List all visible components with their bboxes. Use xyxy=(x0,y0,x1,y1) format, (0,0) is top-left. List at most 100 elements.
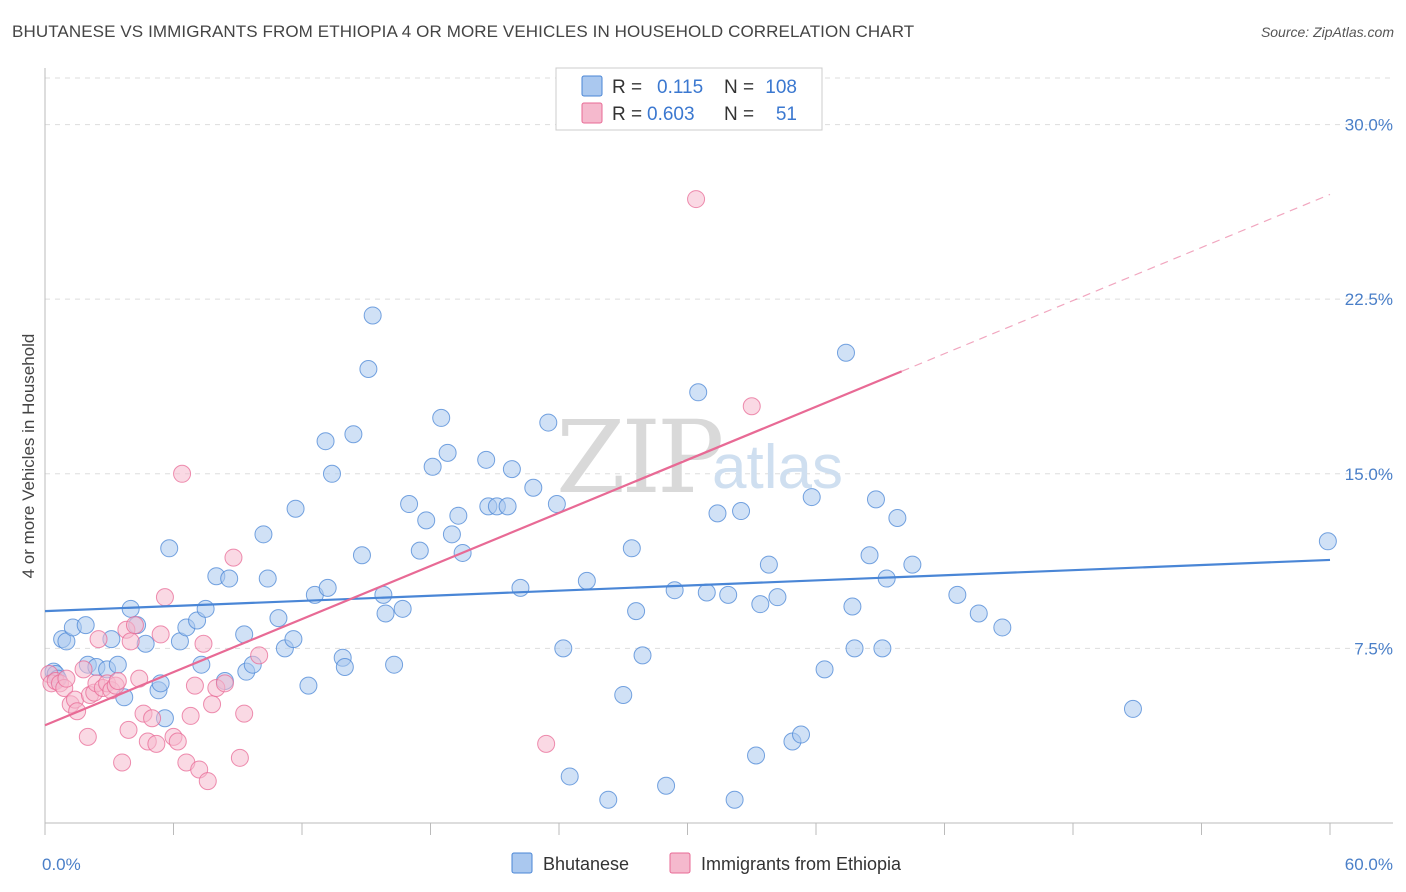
bhutanese-point-55 xyxy=(423,457,442,476)
ethiopia-point-19 xyxy=(113,753,132,772)
ethiopia-point-5 xyxy=(57,669,76,688)
bottom-legend-bhutanese: Bhutanese xyxy=(543,854,629,874)
ethiopia-point-13 xyxy=(89,630,108,649)
y-tick-label-2: 22.5% xyxy=(1345,290,1393,309)
bhutanese-point-51 xyxy=(393,599,412,618)
bhutanese-point-81 xyxy=(697,583,716,602)
legend-r-value-1: 0.115 xyxy=(657,77,703,98)
bhutanese-point-69 xyxy=(547,495,566,514)
legend-r-label-1: R = xyxy=(612,77,642,98)
bhutanese-point-35 xyxy=(284,630,303,649)
y-tick-label-0: 7.5% xyxy=(1354,639,1393,658)
legend-n-value-1: 108 xyxy=(765,77,797,98)
bhutanese-point-97 xyxy=(860,546,879,565)
y-tick-labels: 7.5% 15.0% 22.5% 30.0% xyxy=(1345,116,1393,659)
bhutanese-point-61 xyxy=(477,450,496,469)
ethiopia-point-42 xyxy=(215,674,234,693)
bhutanese-point-66 xyxy=(511,578,530,597)
bhutanese-point-75 xyxy=(622,539,641,558)
bhutanese-point-32 xyxy=(258,569,277,588)
bhutanese-point-102 xyxy=(903,555,922,574)
bhutanese-point-46 xyxy=(359,360,378,379)
bhutanese-point-37 xyxy=(299,676,318,695)
bhutanese-point-74 xyxy=(614,685,633,704)
bhutanese-point-88 xyxy=(759,555,778,574)
bhutanese-point-65 xyxy=(502,460,521,479)
bhutanese-point-59 xyxy=(449,506,468,525)
ethiopia-trend-extension xyxy=(901,193,1331,372)
ethiopia-point-22 xyxy=(121,632,140,651)
bhutanese-point-19 xyxy=(160,539,179,558)
bhutanese-point-47 xyxy=(363,306,382,325)
bottom-legend-swatch-pink xyxy=(669,852,691,874)
bhutanese-point-11 xyxy=(108,655,127,674)
bhutanese-point-95 xyxy=(843,597,862,616)
trend-lines xyxy=(44,193,1331,727)
bhutanese-point-73 xyxy=(599,790,618,809)
ethiopia-point-18 xyxy=(108,671,127,690)
bhutanese-point-82 xyxy=(708,504,727,523)
y-tick-label-3: 30.0% xyxy=(1345,116,1393,135)
bhutanese-point-101 xyxy=(888,509,907,528)
bhutanese-point-85 xyxy=(732,502,751,521)
bhutanese-point-80 xyxy=(689,383,708,402)
bhutanese-point-96 xyxy=(845,639,864,658)
legend-n-label-1: N = xyxy=(724,77,754,98)
y-axis-label: 4 or more Vehicles in Household xyxy=(19,334,38,579)
ethiopia-trend-line xyxy=(44,370,903,727)
bhutanese-point-36 xyxy=(286,499,305,518)
legend-swatch-pink xyxy=(581,102,603,124)
legend-r-value-2: 0.603 xyxy=(647,104,695,125)
ethiopia-point-50 xyxy=(78,727,97,746)
bhutanese-point-79 xyxy=(665,581,684,600)
ethiopia-point-36 xyxy=(185,676,204,695)
bhutanese-point-78 xyxy=(657,776,676,795)
bhutanese-point-89 xyxy=(768,588,787,607)
ethiopia-point-35 xyxy=(181,706,200,725)
bhutanese-point-15 xyxy=(136,634,155,653)
legend-box: R = 0.115 N = 108 R = 0.603 N = 51 xyxy=(555,67,823,131)
bhutanese-point-58 xyxy=(442,525,461,544)
axes xyxy=(44,68,1393,835)
bhutanese-point-33 xyxy=(269,609,288,628)
ethiopia-point-28 xyxy=(147,734,166,753)
bhutanese-point-76 xyxy=(627,602,646,621)
ethiopia-point-27 xyxy=(143,709,162,728)
legend-n-value-2: 51 xyxy=(776,104,797,125)
bhutanese-point-49 xyxy=(376,604,395,623)
bhutanese-point-107 xyxy=(1318,532,1337,551)
bhutanese-point-72 xyxy=(577,571,596,590)
bhutanese-point-91 xyxy=(792,725,811,744)
x-tick-label-min: 0.0% xyxy=(42,855,81,874)
bhutanese-point-67 xyxy=(524,478,543,497)
y-tick-label-1: 15.0% xyxy=(1345,465,1393,484)
bhutanese-point-45 xyxy=(352,546,371,565)
ethiopia-point-44 xyxy=(230,748,249,767)
ethiopia-point-33 xyxy=(173,464,192,483)
bhutanese-point-53 xyxy=(410,541,429,560)
bhutanese-point-70 xyxy=(554,639,573,658)
watermark-atlas: atlas xyxy=(712,433,843,502)
bhutanese-point-98 xyxy=(866,490,885,509)
bhutanese-point-77 xyxy=(633,646,652,665)
bhutanese-point-24 xyxy=(196,599,215,618)
ethiopia-point-29 xyxy=(151,625,170,644)
bhutanese-point-105 xyxy=(993,618,1012,637)
bhutanese-point-31 xyxy=(254,525,273,544)
bhutanese-point-103 xyxy=(948,585,967,604)
bhutanese-point-94 xyxy=(836,343,855,362)
bhutanese-point-99 xyxy=(873,639,892,658)
bhutanese-point-43 xyxy=(335,658,354,677)
x-tick-label-max: 60.0% xyxy=(1345,855,1393,874)
bhutanese-point-92 xyxy=(802,488,821,507)
watermark-zip: ZIP xyxy=(556,399,721,516)
bottom-legend: Bhutanese Immigrants from Ethiopia xyxy=(511,852,902,874)
bhutanese-point-104 xyxy=(969,604,988,623)
bhutanese-point-68 xyxy=(539,413,558,432)
bottom-legend-swatch-blue xyxy=(511,852,533,874)
bhutanese-point-56 xyxy=(432,408,451,427)
bhutanese-point-87 xyxy=(751,595,770,614)
bhutanese-point-71 xyxy=(560,767,579,786)
ethiopia-point-30 xyxy=(155,588,174,607)
bhutanese-point-83 xyxy=(719,585,738,604)
